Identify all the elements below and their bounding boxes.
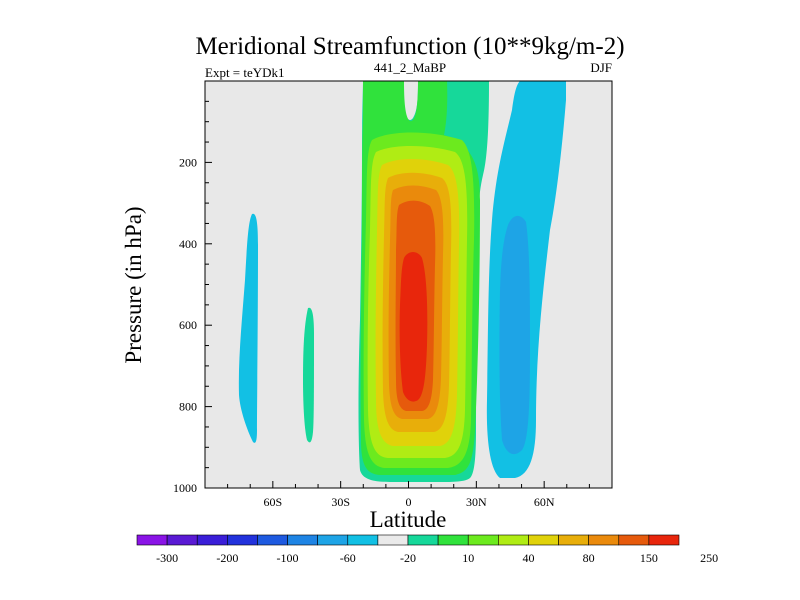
southern-positive-patch (303, 307, 314, 443)
season-label: DJF (590, 60, 612, 75)
x-tick-label: 60N (534, 495, 555, 509)
plot-area: 60S 30S 0 30N 60N 200 400 600 800 1000 (173, 80, 613, 509)
colorbar-label: -200 (216, 551, 238, 565)
experiment-label: Expt = teYDk1 (205, 65, 285, 80)
colorbar-swatch (287, 534, 318, 546)
colorbar-swatch (377, 534, 409, 546)
colorbar-label: -300 (156, 551, 178, 565)
colorbar-swatch (196, 534, 228, 546)
colorbar-swatch (437, 534, 469, 546)
y-axis-ticks: 200 400 600 800 1000 (173, 155, 212, 495)
colorbar (136, 534, 680, 546)
colorbar-swatch (648, 534, 680, 546)
colorbar-swatch (257, 534, 288, 546)
x-axis-ticks: 60S 30S 0 30N 60N (263, 481, 555, 509)
contour-notch (403, 81, 418, 120)
main-positive-cell (358, 81, 489, 482)
case-label: 441_2_MaBP (374, 60, 446, 75)
colorbar-swatch (618, 534, 650, 546)
y-tick-label: 200 (179, 155, 197, 169)
colorbar-label: -60 (340, 551, 356, 565)
colorbar-label: -20 (400, 551, 416, 565)
colorbar-swatch (558, 534, 589, 546)
contour-neg-minus60 (499, 215, 530, 455)
y-tick-label: 800 (179, 400, 197, 414)
colorbar-swatch (467, 534, 499, 546)
colorbar-label: 150 (640, 551, 658, 565)
x-minor-ticks (227, 484, 590, 488)
colorbar-swatch (227, 534, 258, 546)
southern-negative-patch (238, 213, 258, 443)
colorbar-label: 80 (583, 551, 595, 565)
northern-negative-cell (486, 81, 566, 478)
x-tick-label: 30N (466, 495, 487, 509)
colorbar-swatch (317, 534, 349, 546)
colorbar-swatch (407, 534, 439, 546)
colorbar-label: 250 (700, 551, 718, 565)
colorbar-swatch (528, 534, 559, 546)
y-tick-label: 1000 (173, 481, 197, 495)
y-tick-label: 600 (179, 318, 197, 332)
x-tick-label: 0 (406, 495, 412, 509)
chart-title: Meridional Streamfunction (10**9kg/m-2) (195, 33, 624, 60)
colorbar-label: 40 (522, 551, 534, 565)
colorbar-swatch (136, 534, 168, 546)
colorbar-label: -100 (277, 551, 299, 565)
y-axis-label: Pressure (in hPa) (121, 206, 146, 363)
colorbar-labels: -300 -200 -100 -60 -20 10 40 80 150 250 (156, 551, 718, 565)
x-tick-label: 60S (263, 495, 282, 509)
y-minor-ticks (205, 100, 209, 469)
colorbar-label: 10 (462, 551, 474, 565)
x-tick-label: 30S (331, 495, 350, 509)
colorbar-swatch (588, 534, 620, 546)
contour-pos-max (399, 252, 428, 402)
colorbar-swatch (498, 534, 529, 546)
colorbar-swatch (347, 534, 379, 546)
x-axis-label: Latitude (370, 507, 447, 532)
colorbar-swatch (166, 534, 198, 546)
y-tick-label: 400 (179, 237, 197, 251)
